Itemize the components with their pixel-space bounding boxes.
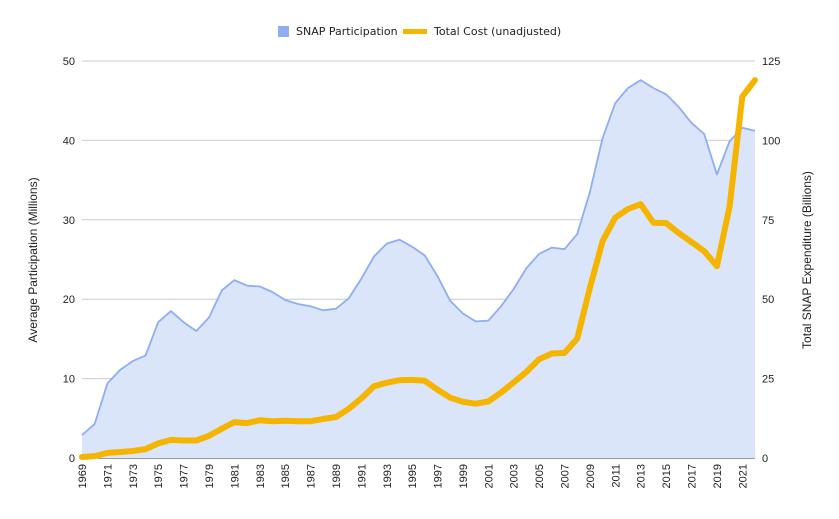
y-left-tick-label: 20 bbox=[63, 294, 75, 306]
x-tick-label: 2015 bbox=[661, 464, 673, 488]
x-tick-label: 2005 bbox=[534, 464, 546, 488]
legend: SNAP Participation Total Cost (unadjuste… bbox=[278, 25, 561, 38]
y-right-tick-label: 25 bbox=[762, 374, 774, 386]
y-right-tick-label: 75 bbox=[762, 215, 774, 227]
cost-series-line bbox=[79, 77, 758, 460]
participation-area-fill bbox=[82, 80, 755, 458]
legend-label-cost: Total Cost (unadjusted) bbox=[433, 25, 561, 38]
x-tick-label: 1995 bbox=[407, 464, 419, 488]
legend-swatch-participation bbox=[278, 26, 289, 37]
y-left-tick-label: 0 bbox=[69, 453, 75, 465]
x-tick-label: 1987 bbox=[306, 464, 318, 488]
y-right-tick-label: 50 bbox=[762, 294, 774, 306]
x-tick-label: 1993 bbox=[382, 464, 394, 488]
cost-line bbox=[79, 77, 758, 460]
y-left-tick-label: 10 bbox=[63, 374, 75, 386]
x-tick-label: 1991 bbox=[356, 464, 368, 488]
y-left-tick-label: 30 bbox=[63, 215, 75, 227]
y-axis-left-title: Average Participation (Millions) bbox=[26, 177, 40, 342]
x-tick-label: 1971 bbox=[102, 464, 114, 488]
x-tick-label: 2017 bbox=[687, 464, 699, 488]
x-tick-label: 1999 bbox=[458, 464, 470, 488]
legend-swatch-cost bbox=[403, 29, 427, 34]
x-tick-label: 2019 bbox=[712, 464, 724, 488]
x-tick-label: 2021 bbox=[737, 464, 749, 488]
y-left-tick-label: 40 bbox=[63, 135, 75, 147]
x-tick-label: 2009 bbox=[585, 464, 597, 488]
y-right-tick-label: 125 bbox=[762, 56, 780, 68]
y-right-tick-label: 0 bbox=[762, 453, 768, 465]
x-tick-label: 1969 bbox=[77, 464, 89, 488]
participation-line bbox=[81, 79, 756, 436]
x-tick-label: 1989 bbox=[331, 464, 343, 488]
legend-label-participation: SNAP Participation bbox=[296, 25, 398, 38]
y-axis-right: 0 25 50 75 100 125 bbox=[762, 56, 780, 465]
y-right-tick-label: 100 bbox=[762, 135, 780, 147]
x-tick-label: 1973 bbox=[128, 464, 140, 488]
x-tick-label: 1985 bbox=[280, 464, 292, 488]
x-tick-label: 2001 bbox=[483, 464, 495, 488]
x-tick-label: 1983 bbox=[255, 464, 267, 488]
participation-area bbox=[81, 79, 756, 458]
x-tick-label: 1977 bbox=[179, 464, 191, 488]
x-tick-label: 2003 bbox=[509, 464, 521, 488]
x-axis: 1969 1971 1973 1975 1977 1979 1981 1983 1985 1987… bbox=[77, 464, 749, 488]
x-tick-label: 1981 bbox=[229, 464, 241, 488]
x-tick-label: 2011 bbox=[610, 464, 622, 488]
y-axis-right-title: Total SNAP Expenditure (Billions) bbox=[800, 171, 814, 349]
x-tick-label: 1975 bbox=[153, 464, 165, 488]
x-tick-label: 2013 bbox=[636, 464, 648, 488]
x-tick-label: 1997 bbox=[433, 464, 445, 488]
y-axis-left: 0 10 20 30 40 50 bbox=[63, 56, 75, 465]
y-left-tick-label: 50 bbox=[63, 56, 75, 68]
x-tick-label: 1979 bbox=[204, 464, 216, 488]
x-tick-label: 2007 bbox=[560, 464, 572, 488]
